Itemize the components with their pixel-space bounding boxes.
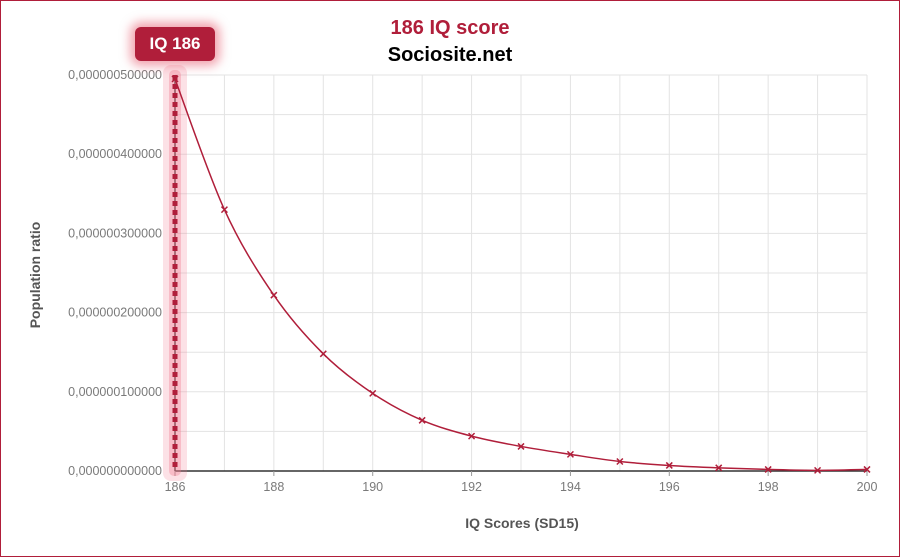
y-axis-title: Population ratio [27,222,43,329]
x-tick-label: 198 [758,480,779,494]
data-point [715,464,723,472]
data-point [616,457,624,466]
data-point [517,442,525,450]
data-point [764,465,772,473]
data-point-stroke [665,461,673,469]
data-point-stroke [814,466,822,474]
data-point [270,291,278,299]
data-point [171,75,179,83]
highlight-marker [163,65,187,481]
data-point-stroke [517,442,525,450]
data-point-stroke [369,389,377,397]
x-tick-label: 192 [461,480,482,494]
data-point-stroke [220,206,228,214]
data-point [566,450,574,458]
x-tick-label: 196 [659,480,680,494]
data-point-stroke [418,416,426,424]
data-point [220,206,228,214]
x-tick-label: 200 [857,480,878,494]
y-tick-label: 0,000000500000 [68,68,162,82]
data-point [369,389,377,397]
series-line [174,78,868,472]
y-tick-label: 0,000000000000 [68,464,162,478]
y-tick-label: 0,000000400000 [68,147,162,161]
x-tick-label: 190 [362,480,383,494]
x-tick-label: 186 [165,480,186,494]
data-point [814,466,822,474]
data-point-stroke [764,465,772,473]
chart-subtitle: Sociosite.net [387,44,513,66]
y-tick-label: 0,000000200000 [68,306,162,320]
data-point [863,465,871,473]
data-point-stroke [616,457,624,466]
iq-badge: IQ 186 [135,27,215,61]
chart-title: 186 IQ score [390,17,510,39]
data-point-stroke [468,432,476,440]
y-tick-label: 0,000000300000 [68,226,162,240]
data-point-stroke [715,464,723,472]
data-point [418,416,426,424]
x-tick-label: 188 [263,480,284,494]
data-point-stroke [863,465,871,473]
data-point [665,461,673,469]
data-point-stroke [319,350,327,358]
data-point-stroke [566,450,574,458]
axes: 0,000000000000 0,000000100000 0,0000002000… [68,68,877,494]
x-axis-title: IQ Scores (SD15) [465,515,579,531]
data-point [468,432,476,440]
data-point-stroke [270,291,278,299]
y-tick-label: 0,000000100000 [68,385,162,399]
data-point [319,350,327,358]
grid [174,74,868,472]
series [171,75,871,474]
x-tick-label: 194 [560,480,581,494]
data-point-stroke [171,75,179,83]
